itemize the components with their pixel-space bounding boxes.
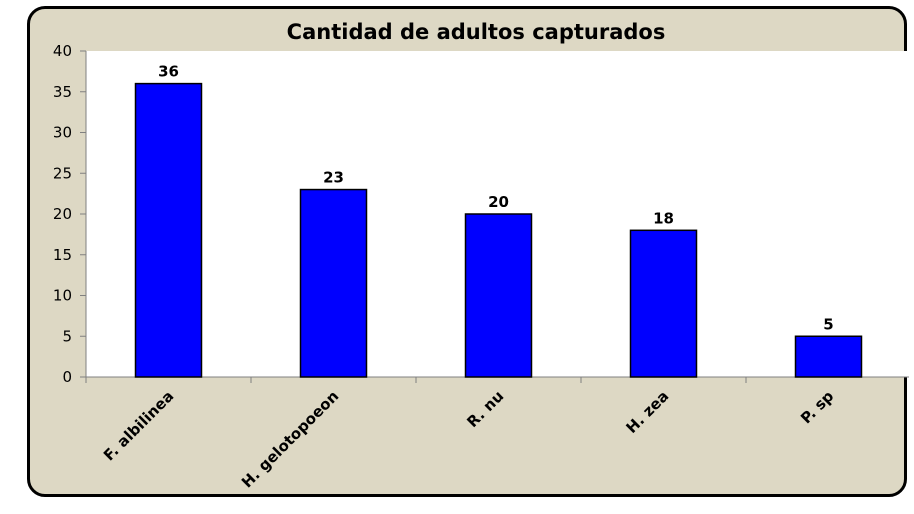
x-tick-label: R. nu bbox=[463, 387, 507, 431]
y-tick-label: 20 bbox=[53, 205, 72, 223]
data-label: 18 bbox=[653, 209, 674, 227]
bar bbox=[464, 213, 533, 378]
y-tick-label: 25 bbox=[53, 164, 72, 182]
chart-title: Cantidad de adultos capturados bbox=[287, 20, 666, 44]
y-tick-label: 40 bbox=[53, 42, 72, 60]
x-tick-label: F. albilinea bbox=[100, 387, 177, 464]
y-tick-label: 0 bbox=[62, 368, 72, 386]
x-tick-label: H. gelotopoeon bbox=[238, 387, 342, 491]
y-tick-label: 15 bbox=[53, 246, 72, 264]
y-tick-label: 10 bbox=[53, 287, 72, 305]
data-label: 23 bbox=[323, 169, 344, 187]
x-tick-label: P. sp bbox=[797, 387, 837, 427]
bars: 36 23 20 18 5 bbox=[134, 63, 863, 378]
bar bbox=[794, 335, 863, 378]
bar bbox=[629, 229, 698, 378]
x-tick-label: H. zea bbox=[622, 387, 672, 437]
y-tick-label: 5 bbox=[62, 327, 72, 345]
data-label: 5 bbox=[823, 315, 833, 333]
bar bbox=[299, 188, 368, 378]
y-tick-label: 35 bbox=[53, 83, 72, 101]
y-axis: 0 5 10 15 20 25 30 35 40 bbox=[53, 42, 87, 386]
data-label: 20 bbox=[488, 193, 509, 211]
x-axis: F. albilinea H. gelotopoeon R. nu H. zea P. … bbox=[85, 376, 909, 491]
data-label: 36 bbox=[158, 63, 179, 81]
bar bbox=[134, 82, 203, 378]
y-tick-label: 30 bbox=[53, 124, 72, 142]
